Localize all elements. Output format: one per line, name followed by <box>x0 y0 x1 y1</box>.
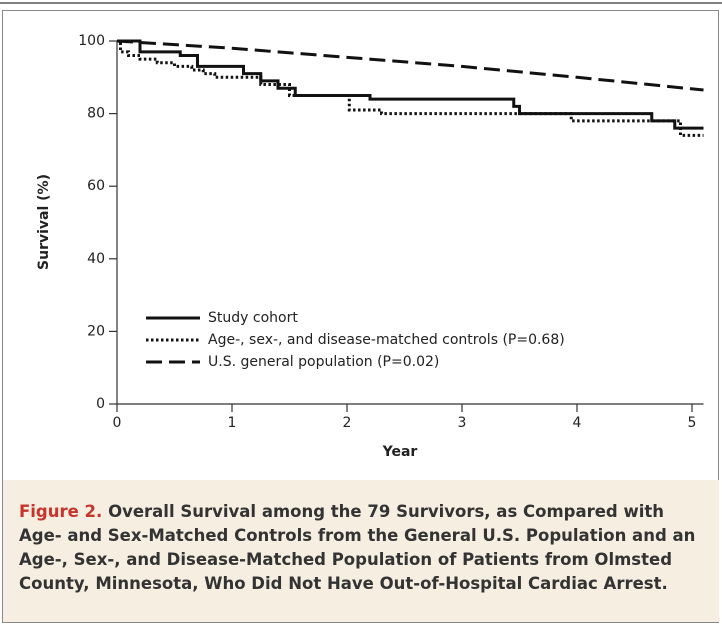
y-tick-label: 100 <box>78 33 105 49</box>
caption-label: Figure 2. <box>19 502 103 521</box>
y-tick-label: 40 <box>87 251 105 267</box>
y-tick-label: 80 <box>87 106 105 122</box>
y-tick-label: 20 <box>87 323 105 339</box>
x-tick-label: 4 <box>573 415 582 431</box>
x-tick-label: 0 <box>113 415 122 431</box>
x-axis-label: Year <box>382 444 418 460</box>
y-tick-label: 60 <box>87 178 105 194</box>
frame <box>2 10 719 623</box>
x-tick-label: 2 <box>343 415 352 431</box>
survival-line <box>117 39 704 137</box>
legend-label: U.S. general population (P=0.02) <box>208 354 439 370</box>
survival-line <box>116 39 704 92</box>
x-tick-label: 5 <box>688 415 697 431</box>
x-tick-label: 1 <box>228 415 237 431</box>
x-tick-label: 3 <box>458 415 467 431</box>
caption: Figure 2. Overall Survival among the 79 … <box>3 480 719 622</box>
legend-label: Study cohort <box>208 310 298 326</box>
caption-text: Overall Survival among the 79 Survivors,… <box>19 502 696 593</box>
legend-label: Age-, sex-, and disease-matched controls… <box>208 332 565 348</box>
y-axis-label: Survival (%) <box>36 174 52 270</box>
y-tick-label: 0 <box>96 396 105 412</box>
survival-line <box>117 39 704 130</box>
